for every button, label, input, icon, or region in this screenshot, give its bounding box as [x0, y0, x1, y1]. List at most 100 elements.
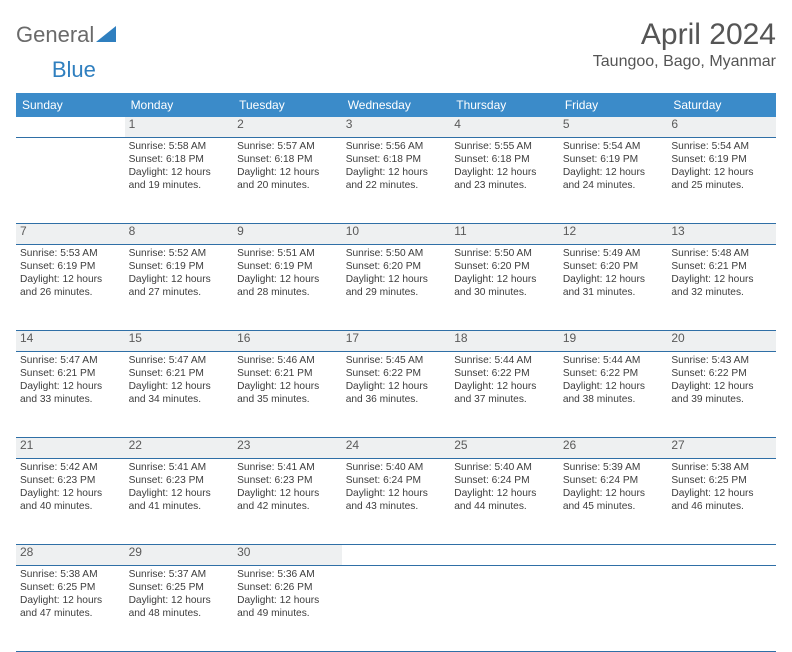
day-number-row: 78910111213 — [16, 224, 776, 245]
daylight-line: Daylight: 12 hours and 19 minutes. — [129, 166, 230, 192]
day-cell-text: Sunrise: 5:44 AMSunset: 6:22 PMDaylight:… — [454, 352, 555, 406]
sunset-line: Sunset: 6:25 PM — [20, 581, 121, 594]
day-cell: Sunrise: 5:44 AMSunset: 6:22 PMDaylight:… — [559, 352, 668, 438]
day-cell: Sunrise: 5:41 AMSunset: 6:23 PMDaylight:… — [125, 459, 234, 545]
day-number-cell: 16 — [233, 331, 342, 352]
day-number-cell: 25 — [450, 438, 559, 459]
sunset-line: Sunset: 6:24 PM — [454, 474, 555, 487]
day-cell — [16, 138, 125, 224]
sunset-line: Sunset: 6:25 PM — [129, 581, 230, 594]
daylight-line: Daylight: 12 hours and 48 minutes. — [129, 594, 230, 620]
day-cell-text: Sunrise: 5:44 AMSunset: 6:22 PMDaylight:… — [563, 352, 664, 406]
daylight-line: Daylight: 12 hours and 41 minutes. — [129, 487, 230, 513]
day-cell: Sunrise: 5:56 AMSunset: 6:18 PMDaylight:… — [342, 138, 451, 224]
day-cell: Sunrise: 5:57 AMSunset: 6:18 PMDaylight:… — [233, 138, 342, 224]
day-cell: Sunrise: 5:50 AMSunset: 6:20 PMDaylight:… — [342, 245, 451, 331]
day-number-cell — [667, 545, 776, 566]
day-number-cell: 13 — [667, 224, 776, 245]
daylight-line: Daylight: 12 hours and 49 minutes. — [237, 594, 338, 620]
sunrise-line: Sunrise: 5:51 AM — [237, 247, 338, 260]
day-number-cell: 23 — [233, 438, 342, 459]
day-content-row: Sunrise: 5:47 AMSunset: 6:21 PMDaylight:… — [16, 352, 776, 438]
calendar-table: Sunday Monday Tuesday Wednesday Thursday… — [16, 93, 776, 652]
day-cell-text: Sunrise: 5:38 AMSunset: 6:25 PMDaylight:… — [671, 459, 772, 513]
day-cell: Sunrise: 5:51 AMSunset: 6:19 PMDaylight:… — [233, 245, 342, 331]
day-cell: Sunrise: 5:42 AMSunset: 6:23 PMDaylight:… — [16, 459, 125, 545]
day-cell: Sunrise: 5:43 AMSunset: 6:22 PMDaylight:… — [667, 352, 776, 438]
sunrise-line: Sunrise: 5:48 AM — [671, 247, 772, 260]
daylight-line: Daylight: 12 hours and 27 minutes. — [129, 273, 230, 299]
sunrise-line: Sunrise: 5:39 AM — [563, 461, 664, 474]
logo-text-blue: Blue — [52, 57, 96, 82]
day-number-cell: 21 — [16, 438, 125, 459]
day-number-cell: 27 — [667, 438, 776, 459]
day-cell-text: Sunrise: 5:54 AMSunset: 6:19 PMDaylight:… — [563, 138, 664, 192]
day-header: Sunday — [16, 93, 125, 117]
day-cell: Sunrise: 5:46 AMSunset: 6:21 PMDaylight:… — [233, 352, 342, 438]
day-number-cell: 8 — [125, 224, 234, 245]
day-cell: Sunrise: 5:40 AMSunset: 6:24 PMDaylight:… — [450, 459, 559, 545]
day-number-cell: 24 — [342, 438, 451, 459]
daylight-line: Daylight: 12 hours and 29 minutes. — [346, 273, 447, 299]
day-number-cell: 1 — [125, 117, 234, 138]
daylight-line: Daylight: 12 hours and 42 minutes. — [237, 487, 338, 513]
day-cell-text: Sunrise: 5:40 AMSunset: 6:24 PMDaylight:… — [454, 459, 555, 513]
day-number-cell: 29 — [125, 545, 234, 566]
day-cell — [342, 566, 451, 652]
sunset-line: Sunset: 6:22 PM — [454, 367, 555, 380]
day-number-row: 14151617181920 — [16, 331, 776, 352]
day-header: Friday — [559, 93, 668, 117]
daylight-line: Daylight: 12 hours and 36 minutes. — [346, 380, 447, 406]
day-cell-text: Sunrise: 5:37 AMSunset: 6:25 PMDaylight:… — [129, 566, 230, 620]
day-header: Tuesday — [233, 93, 342, 117]
day-cell-text: Sunrise: 5:40 AMSunset: 6:24 PMDaylight:… — [346, 459, 447, 513]
day-cell: Sunrise: 5:41 AMSunset: 6:23 PMDaylight:… — [233, 459, 342, 545]
sunset-line: Sunset: 6:21 PM — [20, 367, 121, 380]
sunset-line: Sunset: 6:24 PM — [563, 474, 664, 487]
day-cell: Sunrise: 5:39 AMSunset: 6:24 PMDaylight:… — [559, 459, 668, 545]
day-cell-text: Sunrise: 5:42 AMSunset: 6:23 PMDaylight:… — [20, 459, 121, 513]
day-cell: Sunrise: 5:38 AMSunset: 6:25 PMDaylight:… — [16, 566, 125, 652]
day-cell: Sunrise: 5:47 AMSunset: 6:21 PMDaylight:… — [16, 352, 125, 438]
title-block: April 2024 Taungoo, Bago, Myanmar — [593, 18, 776, 71]
day-number-cell — [16, 117, 125, 138]
daylight-line: Daylight: 12 hours and 20 minutes. — [237, 166, 338, 192]
day-cell — [450, 566, 559, 652]
day-cell-text: Sunrise: 5:47 AMSunset: 6:21 PMDaylight:… — [20, 352, 121, 406]
month-title: April 2024 — [593, 18, 776, 51]
day-number-cell: 10 — [342, 224, 451, 245]
day-number-row: 282930 — [16, 545, 776, 566]
day-number-cell: 26 — [559, 438, 668, 459]
sunrise-line: Sunrise: 5:54 AM — [671, 140, 772, 153]
day-cell-text: Sunrise: 5:55 AMSunset: 6:18 PMDaylight:… — [454, 138, 555, 192]
day-cell-text: Sunrise: 5:48 AMSunset: 6:21 PMDaylight:… — [671, 245, 772, 299]
sunrise-line: Sunrise: 5:40 AM — [454, 461, 555, 474]
sunrise-line: Sunrise: 5:56 AM — [346, 140, 447, 153]
day-number-cell — [450, 545, 559, 566]
day-number-cell: 18 — [450, 331, 559, 352]
daylight-line: Daylight: 12 hours and 44 minutes. — [454, 487, 555, 513]
day-number-cell: 20 — [667, 331, 776, 352]
day-number-cell: 30 — [233, 545, 342, 566]
day-cell: Sunrise: 5:55 AMSunset: 6:18 PMDaylight:… — [450, 138, 559, 224]
sunrise-line: Sunrise: 5:36 AM — [237, 568, 338, 581]
sunset-line: Sunset: 6:20 PM — [346, 260, 447, 273]
day-cell: Sunrise: 5:52 AMSunset: 6:19 PMDaylight:… — [125, 245, 234, 331]
daylight-line: Daylight: 12 hours and 28 minutes. — [237, 273, 338, 299]
day-cell-text: Sunrise: 5:47 AMSunset: 6:21 PMDaylight:… — [129, 352, 230, 406]
day-number-cell: 12 — [559, 224, 668, 245]
day-cell: Sunrise: 5:54 AMSunset: 6:19 PMDaylight:… — [667, 138, 776, 224]
day-cell: Sunrise: 5:38 AMSunset: 6:25 PMDaylight:… — [667, 459, 776, 545]
sunset-line: Sunset: 6:21 PM — [129, 367, 230, 380]
sunrise-line: Sunrise: 5:57 AM — [237, 140, 338, 153]
day-cell: Sunrise: 5:54 AMSunset: 6:19 PMDaylight:… — [559, 138, 668, 224]
sunset-line: Sunset: 6:19 PM — [563, 153, 664, 166]
day-cell: Sunrise: 5:47 AMSunset: 6:21 PMDaylight:… — [125, 352, 234, 438]
sunrise-line: Sunrise: 5:54 AM — [563, 140, 664, 153]
day-content-row: Sunrise: 5:53 AMSunset: 6:19 PMDaylight:… — [16, 245, 776, 331]
sunset-line: Sunset: 6:18 PM — [346, 153, 447, 166]
sunrise-line: Sunrise: 5:49 AM — [563, 247, 664, 260]
sunset-line: Sunset: 6:20 PM — [454, 260, 555, 273]
daylight-line: Daylight: 12 hours and 24 minutes. — [563, 166, 664, 192]
day-cell-text: Sunrise: 5:36 AMSunset: 6:26 PMDaylight:… — [237, 566, 338, 620]
